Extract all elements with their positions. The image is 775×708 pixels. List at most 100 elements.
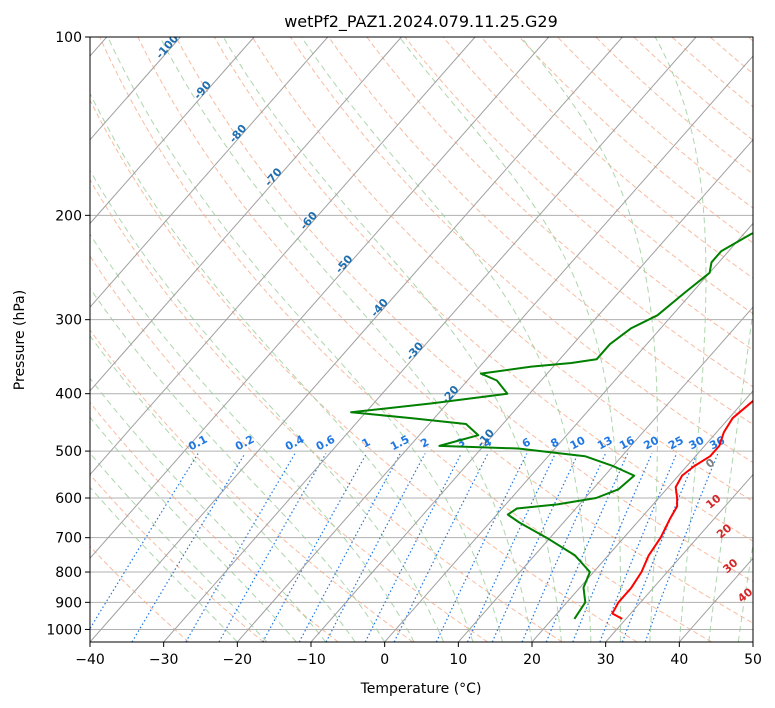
mixing-ratio-label: 0.4 [283, 433, 307, 454]
temperature-profile-line [611, 399, 753, 620]
y-axis: 100 200 300 400 500 600 700 800 900 1000 [46, 30, 90, 638]
x-tick-label: −30 [149, 652, 179, 668]
mixing-ratio-line [131, 453, 246, 642]
mixing-ratio-label: 0.2 [233, 433, 256, 454]
dry-adiabat-line [90, 545, 190, 642]
isotherm-line [90, 37, 623, 642]
isotherm-line [384, 222, 753, 642]
y-tick-label: 800 [55, 565, 82, 581]
isotherm-line [90, 37, 181, 141]
dry-adiabat-line [442, 37, 753, 315]
mixing-ratio-line [393, 453, 489, 642]
moist-adiabat-line [737, 541, 753, 642]
mixing-ratio-label: 13 [595, 434, 615, 453]
dry-adiabat-line [519, 37, 753, 244]
dry-adiabat-line [290, 37, 753, 464]
moist-adiabat-line [159, 37, 533, 642]
dewpoint-profile-line [350, 232, 753, 620]
dry-adiabat-line [90, 98, 638, 642]
y-tick-label: 600 [55, 491, 82, 507]
mixing-ratio-line [218, 453, 327, 642]
moist-adiabat-line [90, 377, 327, 642]
mixing-ratio-label: 30 [687, 434, 707, 453]
moist-adiabat-line [300, 37, 592, 642]
moist-adiabat-line [90, 287, 386, 642]
mixing-ratio-label: 10 [568, 434, 588, 453]
mixing-ratio-line [325, 453, 426, 642]
dry-adiabat-line [90, 255, 488, 642]
grid-layer [90, 37, 753, 642]
isotherm-label: -40 [368, 296, 391, 320]
mixing-ratio-line [644, 453, 719, 642]
mixing-ratio-line [599, 453, 678, 642]
dry-adiabat-line [90, 473, 264, 642]
isotherm-line [236, 55, 753, 642]
isotherm-label: -60 [297, 209, 320, 233]
dry-adiabat-line [366, 37, 753, 388]
moist-adiabat-line [107, 37, 503, 642]
mixing-ratio-label: 0.6 [314, 433, 338, 454]
isotherm-line [605, 473, 753, 642]
isotherm-line [90, 37, 255, 225]
mixing-ratio-line [185, 453, 296, 642]
plot-frame [89, 36, 754, 643]
mixing-ratio-label: 16 [617, 434, 637, 453]
moist-adiabat-label: 30 [720, 556, 740, 576]
moist-adiabat-line [398, 37, 622, 642]
mixing-ratio-label: 0.1 [186, 433, 209, 454]
moist-adiabat-line [90, 92, 474, 642]
isotherm-label: -90 [191, 78, 214, 102]
isotherm-line [531, 390, 753, 642]
moist-adiabat-line [90, 335, 356, 642]
dry-adiabat-line [595, 37, 753, 175]
moist-adiabat-line [708, 306, 753, 642]
isotherm-line [678, 557, 753, 642]
dry-adiabat-line [90, 401, 339, 642]
y-tick-label: 200 [55, 208, 82, 224]
mixing-ratio-label: 20 [641, 434, 661, 453]
y-tick-label: 100 [55, 30, 82, 46]
isotherm-line [752, 641, 753, 642]
dry-adiabat-line [328, 37, 753, 425]
y-tick-label: 400 [55, 387, 82, 403]
isotherm-label: -80 [227, 122, 250, 146]
mixing-ratio-line [435, 453, 528, 642]
mixing-ratio-line [364, 453, 462, 642]
isotherm-label: -30 [403, 339, 426, 363]
x-axis-title: Temperature (°C) [360, 681, 482, 697]
x-tick-label: 50 [744, 652, 762, 668]
y-tick-label: 300 [55, 313, 82, 329]
moist-adiabat-label: 10 [703, 492, 723, 512]
x-tick-label: 30 [597, 652, 615, 668]
dry-adiabat-line [251, 37, 753, 502]
x-tick-label: 40 [670, 652, 688, 668]
mixing-ratio-line [491, 453, 579, 642]
dry-adiabat-line [90, 178, 563, 642]
isotherm-label: -100 [153, 32, 181, 62]
mixing-ratio-label: 25 [666, 434, 686, 453]
isotherm-line [90, 37, 402, 392]
moist-adiabat-line [90, 416, 297, 642]
isotherm-line [90, 37, 476, 476]
isotherm-label: -50 [333, 252, 356, 276]
mixing-ratio-line [466, 453, 556, 642]
series-layer [350, 232, 753, 620]
y-tick-label: 900 [55, 595, 82, 611]
x-tick-label: −20 [223, 652, 253, 668]
mixing-ratio-line [90, 453, 199, 630]
isotherm-line [457, 306, 753, 642]
dry-adiabat-line [175, 37, 753, 583]
moist-adiabat-line [90, 233, 415, 642]
moist-adiabat-line [520, 37, 658, 642]
x-tick-label: 0 [380, 652, 389, 668]
x-tick-label: −10 [296, 652, 326, 668]
x-tick-label: 10 [449, 652, 467, 668]
dry-adiabat-line [557, 37, 753, 209]
mixing-ratio-label: 1.5 [388, 433, 411, 454]
moist-adiabat-line [222, 37, 562, 642]
y-tick-label: 1000 [46, 622, 82, 638]
isotherm-line [163, 37, 697, 642]
isotherm-line [90, 37, 329, 308]
y-axis-title: Pressure (hPa) [12, 290, 28, 390]
moist-adiabat-line [90, 452, 268, 642]
